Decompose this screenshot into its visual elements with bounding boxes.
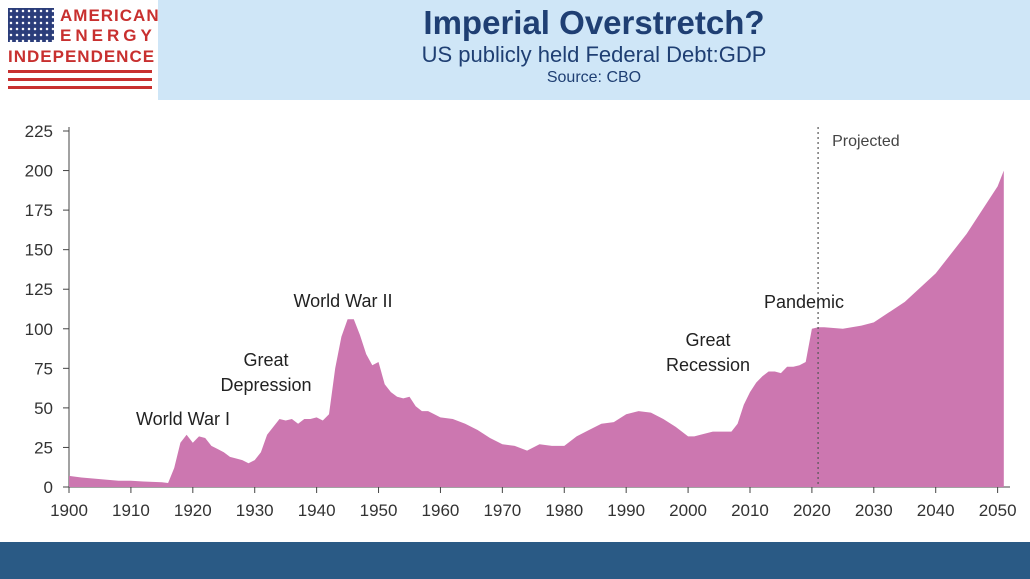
- event-annotation: Great Recession: [666, 330, 750, 375]
- event-annotation-line: World War II: [293, 291, 392, 311]
- event-annotation-line: Depression: [220, 375, 311, 395]
- logo-stripe: [8, 70, 152, 73]
- x-tick-label: 1930: [236, 501, 274, 520]
- event-annotation-line: Great: [243, 350, 288, 370]
- event-annotation-line: Pandemic: [764, 292, 844, 312]
- source-label: Source: CBO: [546, 69, 642, 86]
- y-tick-label: 0: [44, 478, 53, 497]
- x-tick-label: 2050: [979, 501, 1017, 520]
- x-tick-label: 2040: [917, 501, 955, 520]
- x-tick-label: 1910: [112, 501, 150, 520]
- event-annotation-line: Great: [685, 330, 730, 350]
- x-tick-label: 2020: [793, 501, 831, 520]
- event-annotation-line: World War I: [136, 409, 230, 429]
- logo-stripe: [8, 86, 152, 89]
- x-tick-label: 2010: [731, 501, 769, 520]
- page-subtitle: US publicly held Federal Debt:GDP: [421, 42, 767, 67]
- x-tick-label: 1970: [483, 501, 521, 520]
- title-block: Imperial Overstretch? US publicly held F…: [158, 0, 1030, 100]
- projection-label: Projected: [832, 133, 900, 150]
- x-tick-label: 1960: [422, 501, 460, 520]
- y-tick-label: 225: [25, 122, 53, 141]
- x-tick-label: 1980: [545, 501, 583, 520]
- y-tick-label: 125: [25, 280, 53, 299]
- x-tick-label: 1950: [360, 501, 398, 520]
- footer-band: [0, 542, 1030, 579]
- x-tick-label: 2030: [855, 501, 893, 520]
- x-tick-label: 2000: [669, 501, 707, 520]
- y-tick-label: 25: [34, 438, 53, 457]
- debt-area-series: [69, 170, 1004, 487]
- y-tick-label: 50: [34, 399, 53, 418]
- logo-line-3: INDEPENDENCE: [8, 47, 156, 66]
- debt-gdp-chart: 0 25 50 75 100 125 150 175 200 225 1900 1910 1920 193…: [25, 122, 1017, 520]
- page-title: Imperial Overstretch?: [423, 4, 765, 41]
- flag-icon: [8, 8, 54, 42]
- event-annotation: World War I: [136, 409, 230, 429]
- x-tick-label: 1940: [298, 501, 336, 520]
- logo-line-2: ENERGY: [60, 26, 156, 45]
- logo: AMERICAN ENERGY INDEPENDENCE: [0, 0, 160, 100]
- y-tick-label: 150: [25, 241, 53, 260]
- logo-line-1: AMERICAN: [60, 6, 160, 25]
- event-annotation: World War II: [293, 291, 392, 311]
- event-annotation: Pandemic: [764, 292, 844, 312]
- logo-stripe: [8, 78, 152, 81]
- event-annotation: Great Depression: [220, 350, 311, 395]
- y-tick-label: 75: [34, 359, 53, 378]
- y-tick-label: 100: [25, 320, 53, 339]
- x-tick-label: 1920: [174, 501, 212, 520]
- x-tick-label: 1900: [50, 501, 88, 520]
- y-tick-label: 200: [25, 162, 53, 181]
- x-tick-label: 1990: [607, 501, 645, 520]
- y-tick-label: 175: [25, 201, 53, 220]
- header-band: [158, 0, 1030, 100]
- event-annotation-line: Recession: [666, 355, 750, 375]
